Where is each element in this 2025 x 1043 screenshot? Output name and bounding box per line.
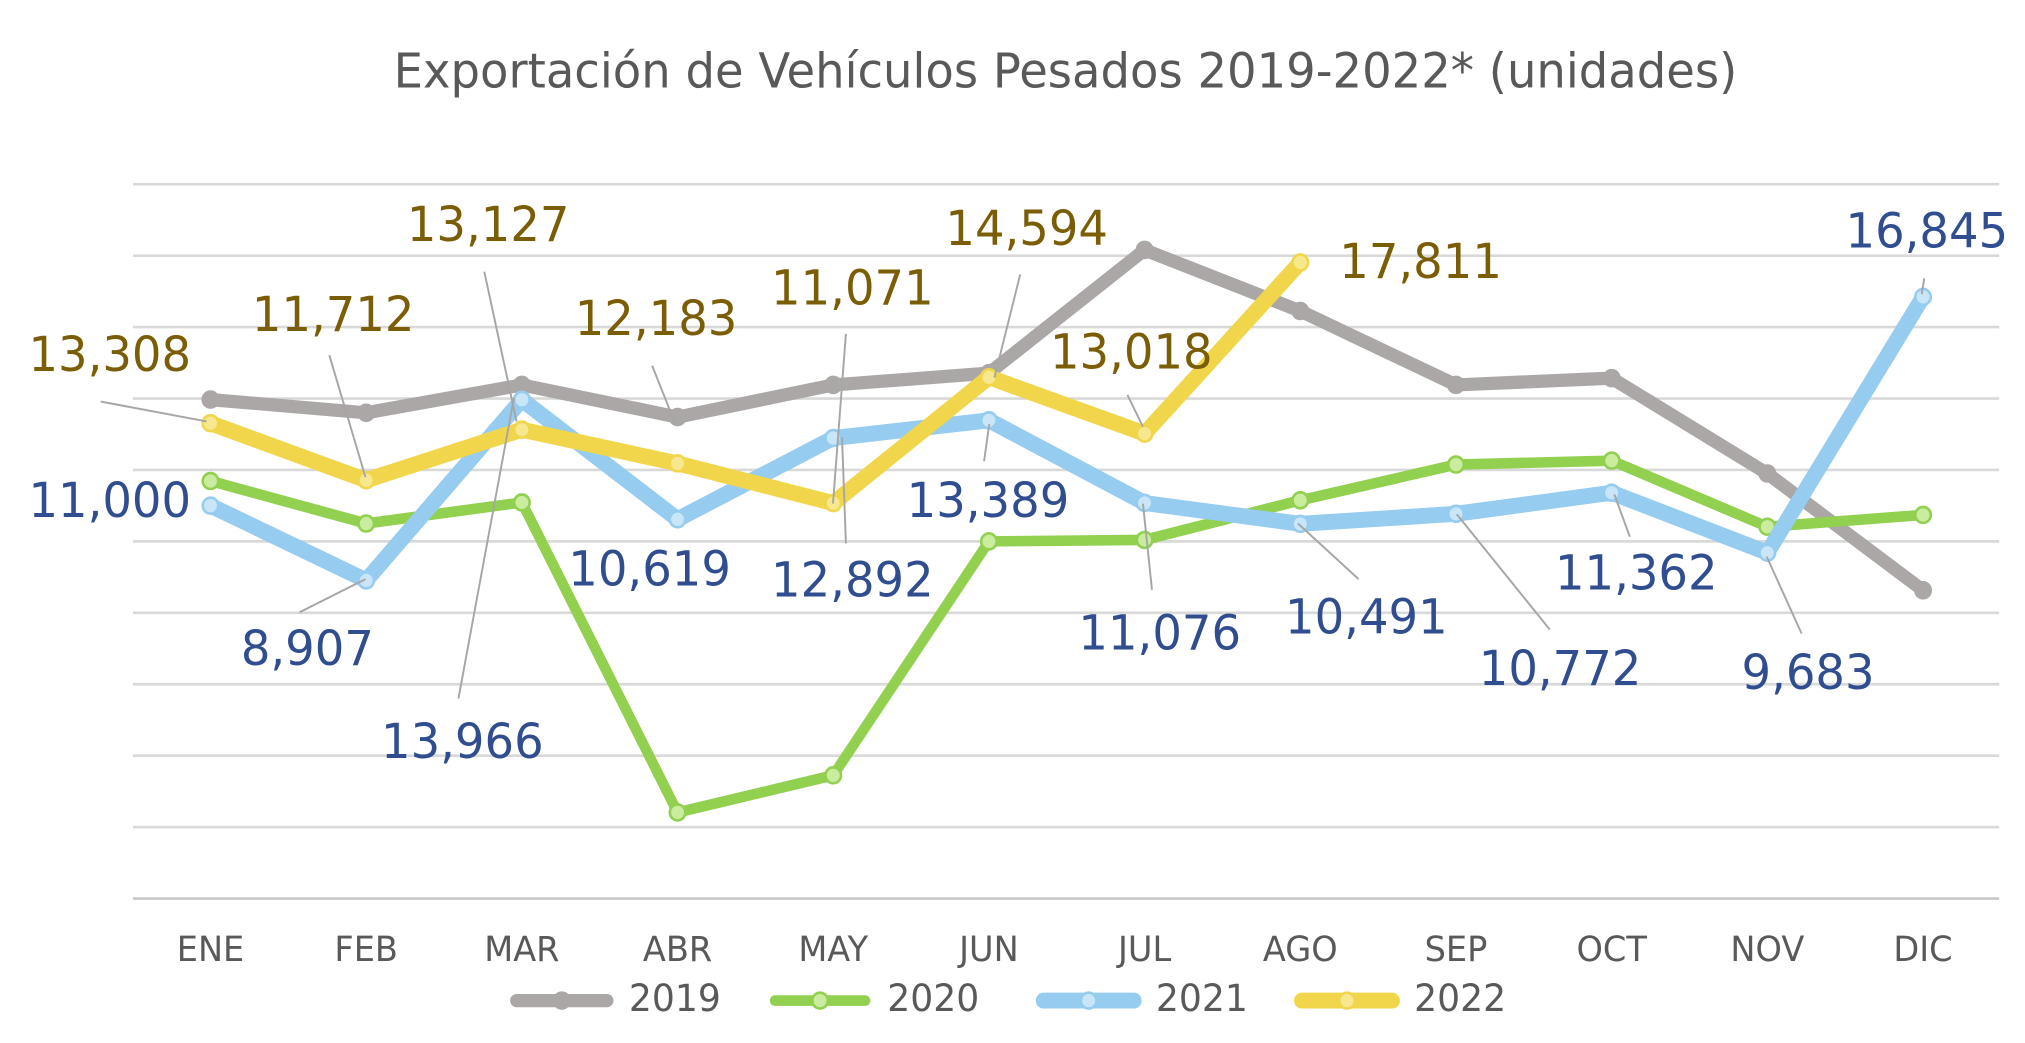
- data-point: [201, 413, 220, 433]
- leader-line: [1920, 278, 1926, 295]
- leader-line: [100, 400, 207, 423]
- leader-line: [1456, 513, 1551, 631]
- data-label: 13,127: [407, 198, 570, 254]
- leader-line: [832, 333, 847, 504]
- data-label: 9,683: [1741, 646, 1874, 702]
- data-label: 14,594: [945, 202, 1108, 258]
- data-point: [357, 470, 376, 490]
- legend-label: 2020: [887, 977, 979, 1021]
- legend-label: 2022: [1414, 977, 1506, 1021]
- data-point: [1291, 253, 1310, 272]
- data-point: [1135, 240, 1154, 260]
- data-point: [1602, 368, 1621, 388]
- legend-marker: [1079, 991, 1098, 1010]
- leader-line: [651, 365, 677, 425]
- leader-line: [483, 271, 518, 422]
- data-label: 11,362: [1555, 546, 1718, 602]
- data-point: [979, 368, 998, 387]
- x-tick-label: ENE: [177, 930, 245, 971]
- x-tick-label: OCT: [1576, 930, 1647, 971]
- series-line: [205, 455, 1929, 818]
- data-label: 10,772: [1479, 642, 1642, 698]
- data-label: 12,892: [771, 553, 934, 609]
- x-tick-label: MAY: [798, 930, 868, 971]
- leader-line: [993, 274, 1022, 378]
- data-point: [201, 471, 220, 491]
- x-tick-label: FEB: [334, 930, 398, 971]
- legend-marker: [552, 991, 571, 1010]
- data-label: 11,000: [28, 473, 191, 529]
- leader-line: [299, 578, 366, 614]
- data-point: [668, 509, 687, 529]
- x-tick-label: JUN: [957, 930, 1019, 971]
- leader-line: [457, 397, 515, 699]
- data-point: [1446, 455, 1466, 474]
- leader-line: [1765, 556, 1803, 634]
- chart-title: Exportación de Vehículos Pesados 2019-20…: [394, 44, 1738, 100]
- legend-marker: [811, 991, 830, 1010]
- data-point: [357, 403, 376, 423]
- data-point: [357, 514, 376, 533]
- legend-label: 2021: [1156, 977, 1248, 1021]
- leader-line: [328, 354, 367, 478]
- data-point: [824, 375, 843, 395]
- data-point: [1913, 581, 1933, 600]
- data-point: [1446, 375, 1466, 395]
- data-point: [1602, 483, 1621, 503]
- data-label: 11,712: [252, 288, 415, 344]
- data-point: [1602, 451, 1621, 470]
- leader-line: [841, 437, 847, 544]
- x-tick-label: NOV: [1730, 930, 1804, 971]
- data-label: 17,811: [1339, 235, 1502, 291]
- data-point: [512, 493, 531, 512]
- legend-marker: [1337, 991, 1357, 1010]
- data-point: [1913, 505, 1933, 525]
- data-point: [357, 571, 376, 590]
- data-point: [1291, 301, 1310, 321]
- data-label: 13,018: [1050, 325, 1213, 381]
- leader-line: [1141, 503, 1153, 590]
- data-point: [824, 766, 843, 785]
- data-label: 13,966: [381, 714, 544, 770]
- data-label: 16,845: [1846, 204, 2009, 260]
- data-point: [1135, 530, 1154, 550]
- x-tick-label: DIC: [1893, 930, 1952, 971]
- x-tick-label: AGO: [1263, 930, 1338, 971]
- x-tick-label: SEP: [1425, 930, 1488, 971]
- data-point: [1758, 543, 1777, 562]
- leader-line: [1297, 522, 1360, 580]
- data-point: [1291, 491, 1310, 510]
- x-tick-label: MAR: [484, 930, 559, 971]
- data-label: 13,389: [907, 473, 1070, 529]
- data-point: [1135, 424, 1154, 443]
- data-point: [1135, 493, 1154, 513]
- data-label: 13,308: [28, 327, 191, 383]
- data-label: 10,491: [1285, 590, 1448, 646]
- data-label: 12,183: [575, 292, 738, 348]
- data-point: [201, 390, 220, 409]
- data-point: [979, 532, 998, 551]
- legend-label: 2019: [629, 977, 721, 1021]
- leader-line: [1126, 394, 1144, 428]
- data-point: [512, 390, 531, 410]
- data-point: [1291, 514, 1310, 534]
- data-point: [668, 454, 687, 473]
- data-point: [201, 496, 220, 515]
- series-line: [202, 254, 1309, 512]
- leader-line: [983, 423, 991, 462]
- x-tick-label: JUL: [1116, 930, 1171, 971]
- data-label: 8,907: [241, 622, 374, 678]
- data-label: 10,619: [568, 542, 731, 598]
- data-point: [668, 803, 687, 822]
- data-label: 11,071: [771, 261, 934, 317]
- data-point: [512, 420, 531, 439]
- data-point: [1758, 464, 1777, 483]
- series-line: [204, 243, 1930, 597]
- leader-line: [1613, 493, 1631, 538]
- data-label: 11,076: [1078, 606, 1241, 662]
- x-tick-label: ABR: [643, 930, 712, 971]
